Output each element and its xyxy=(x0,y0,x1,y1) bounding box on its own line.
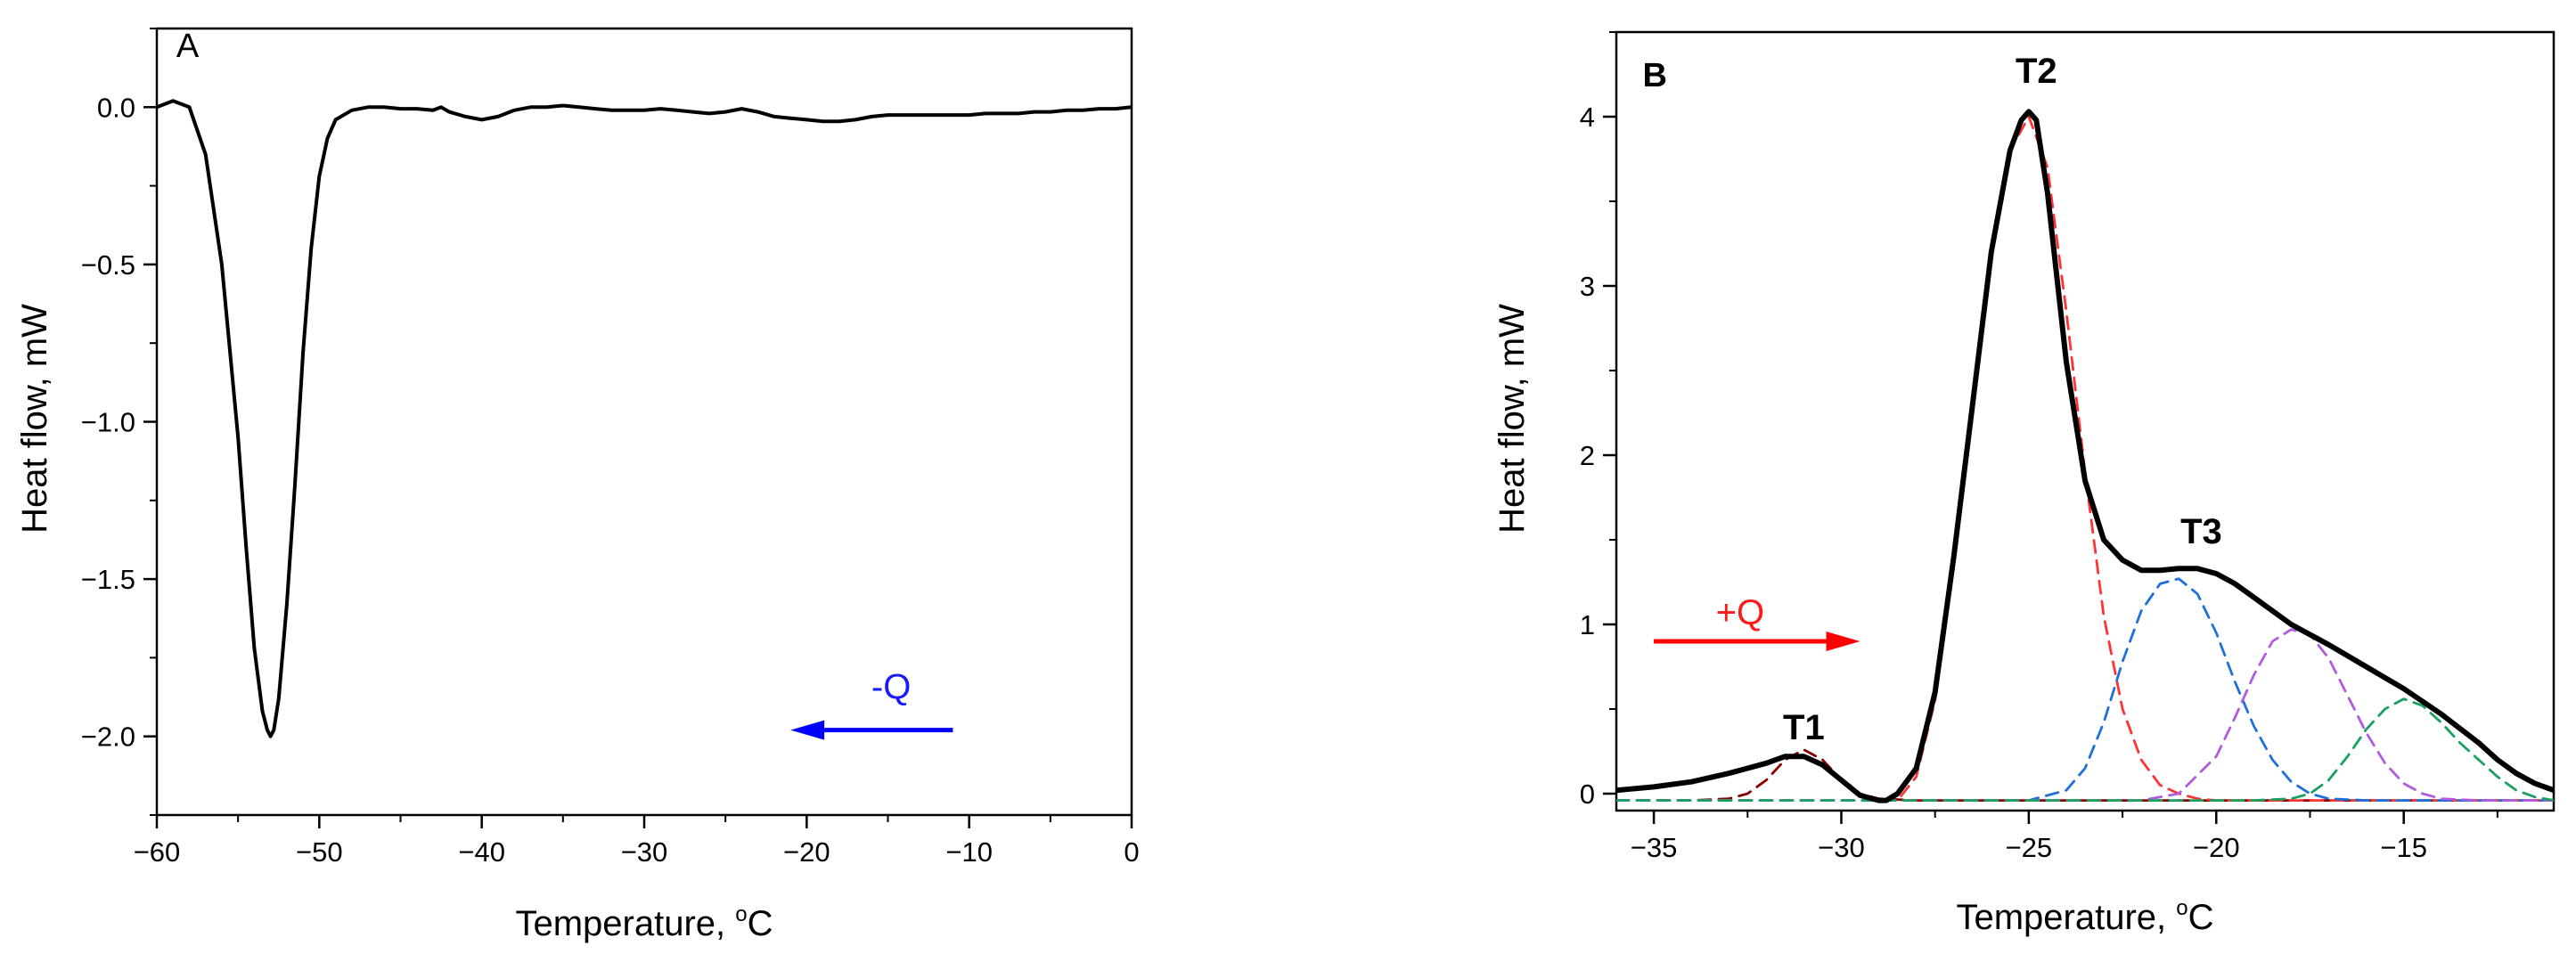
y-tick-label: −2.0 xyxy=(81,722,135,753)
arrow-head xyxy=(790,720,825,740)
panel-b-chart: −35 −30 −25 −20 −15 0 1 2 3 4 Temperature, oC Heat … xyxy=(1492,30,2556,937)
y-tick-label: 2 xyxy=(1580,440,1595,471)
y-tick-label: 3 xyxy=(1580,271,1595,302)
plot-frame xyxy=(1615,30,2556,812)
x-tick-label: 0 xyxy=(1124,836,1139,868)
x-tick-label: −20 xyxy=(783,836,830,868)
x-tick-label: −60 xyxy=(134,836,181,868)
x-tick-label: −35 xyxy=(1631,832,1678,863)
plot-frame xyxy=(155,27,1133,817)
peak-label: T1 xyxy=(1783,708,1825,747)
x-tick-label: −15 xyxy=(2380,832,2427,863)
x-tick-label: −10 xyxy=(945,836,993,868)
series-line-component-t3-2 xyxy=(1616,628,2554,802)
panel-a-chart: −60 −50 −40 −30 −20 −10 0 0.0 −0.5 −1.0 −1.5 −2.0 Te… xyxy=(15,27,1140,943)
heat-direction-label: +Q xyxy=(1716,593,1764,632)
peak-label: T2 xyxy=(2016,52,2057,91)
x-tick-label: −25 xyxy=(2006,832,2053,863)
y-tick-label: −1.5 xyxy=(81,564,135,595)
x-tick-label: −40 xyxy=(458,836,505,868)
x-tick-label: −20 xyxy=(2193,832,2240,863)
series-line-cooling-curve xyxy=(157,99,1132,738)
series-line-component-t1 xyxy=(1616,748,2554,802)
y-axis-label: Heat flow, mW xyxy=(15,304,54,534)
panel-letter: A xyxy=(176,28,200,65)
heat-direction-label: -Q xyxy=(871,667,911,706)
y-axis-label: Heat flow, mW xyxy=(1492,304,1532,534)
y-tick-label: 0 xyxy=(1580,779,1595,810)
y-tick-label: 0.0 xyxy=(97,92,135,123)
x-axis-label: Temperature, oC xyxy=(515,902,773,943)
x-tick-label: −30 xyxy=(621,836,668,868)
panel-letter: B xyxy=(1642,57,1666,94)
peak-label: T3 xyxy=(2180,512,2222,551)
y-tick-label: −0.5 xyxy=(81,249,135,281)
series-line-component-t3-3 xyxy=(1616,697,2554,802)
y-tick-label: 1 xyxy=(1580,609,1595,640)
y-tick-label: −1.0 xyxy=(81,407,135,438)
series-line-total-heat-flow xyxy=(1616,109,2554,803)
x-axis-label: Temperature, oC xyxy=(1956,896,2213,937)
y-tick-label: 4 xyxy=(1580,102,1595,133)
arrow-head xyxy=(1826,632,1860,651)
x-tick-label: −30 xyxy=(1818,832,1865,863)
series-line-component-t3-1 xyxy=(1616,577,2554,802)
x-tick-label: −50 xyxy=(296,836,343,868)
